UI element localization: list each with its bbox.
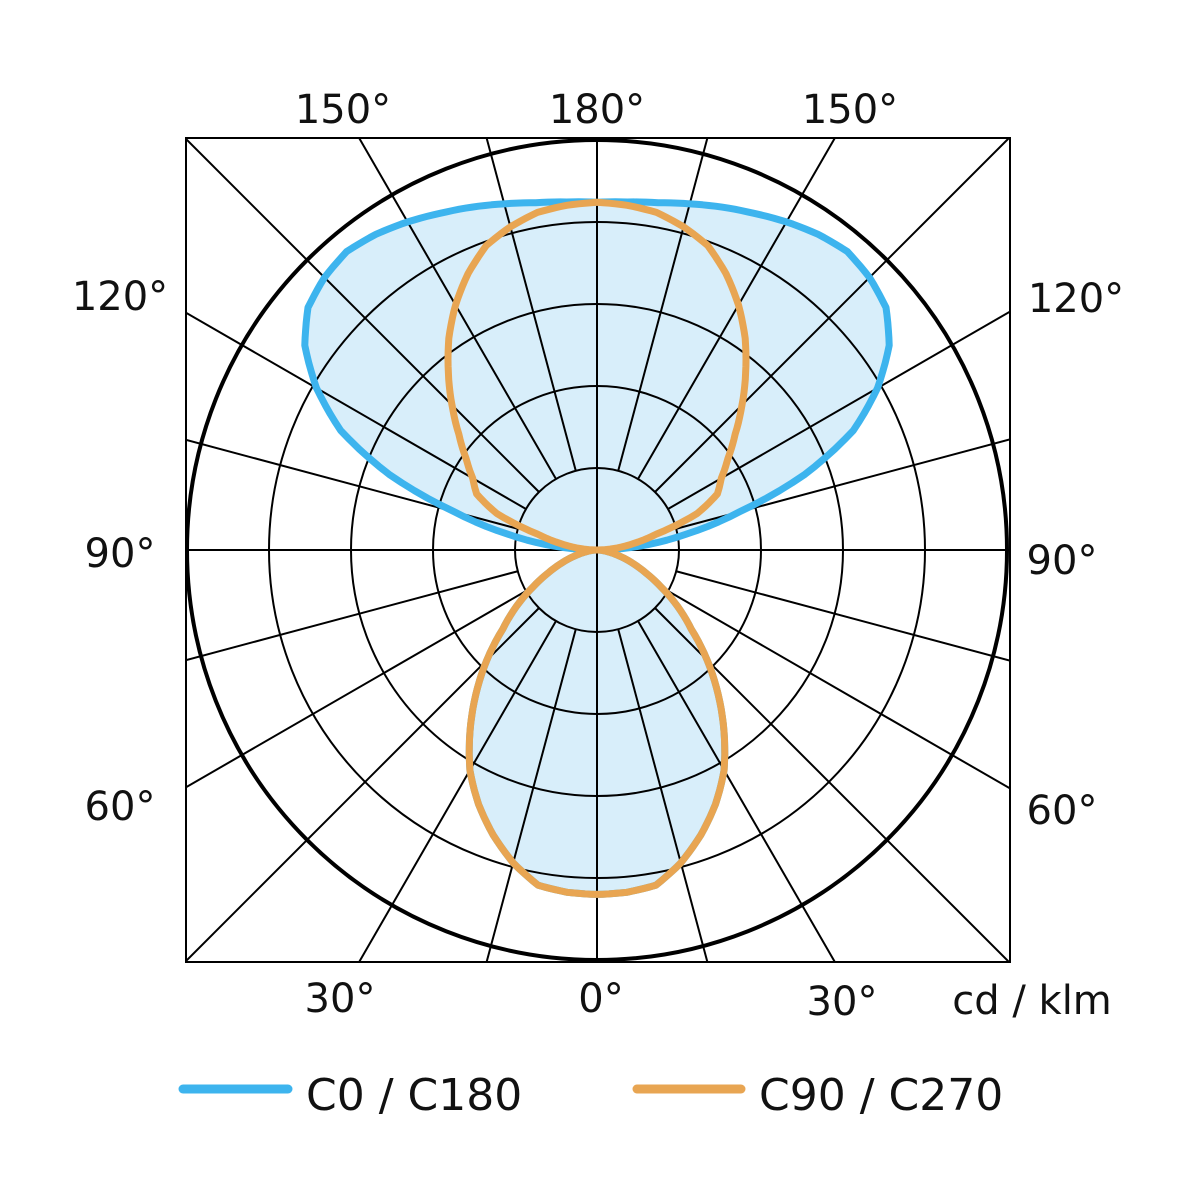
radial-grid-line	[485, 138, 577, 472]
radial-grid-line	[186, 570, 519, 662]
radial-grid-line	[654, 138, 1010, 493]
angle-label-left-90: 90°	[85, 531, 156, 577]
radial-grid-line	[654, 607, 1010, 962]
angle-label-left-60: 60°	[85, 784, 156, 830]
angle-label-left-120: 120°	[72, 274, 168, 320]
angle-label-top-right: 150°	[802, 87, 898, 133]
radial-grid-line	[617, 138, 709, 472]
radial-grid-line	[358, 620, 557, 962]
angle-label-right-120: 120°	[1028, 276, 1124, 322]
radial-grid-line	[675, 570, 1010, 662]
radial-grid-line	[637, 620, 836, 962]
radial-grid-line	[186, 138, 540, 493]
angle-label-right-90: 90°	[1027, 538, 1098, 584]
angle-label-right-60: 60°	[1027, 788, 1098, 834]
plot-frame	[185, 137, 1011, 963]
legend-label-c0: C0 / C180	[306, 1070, 522, 1121]
radial-grid-line	[617, 628, 709, 962]
angle-label-bottom-right: 30°	[807, 979, 878, 1025]
legend: C0 / C180 C90 / C270	[178, 1070, 1003, 1121]
radial-grid-line	[186, 590, 527, 789]
series-line-1	[444, 198, 750, 898]
angle-label-bottom-left: 30°	[305, 976, 376, 1022]
radial-grid-line	[667, 590, 1010, 790]
legend-label-c90: C90 / C270	[759, 1070, 1003, 1121]
unit-label: cd / klm	[952, 978, 1112, 1024]
angle-label-top-left: 150°	[295, 87, 391, 133]
angle-label-bottom: 0°	[578, 976, 623, 1022]
angle-label-top: 180°	[549, 87, 645, 133]
radial-grid-line	[485, 628, 577, 962]
radial-grid-line	[186, 607, 540, 962]
